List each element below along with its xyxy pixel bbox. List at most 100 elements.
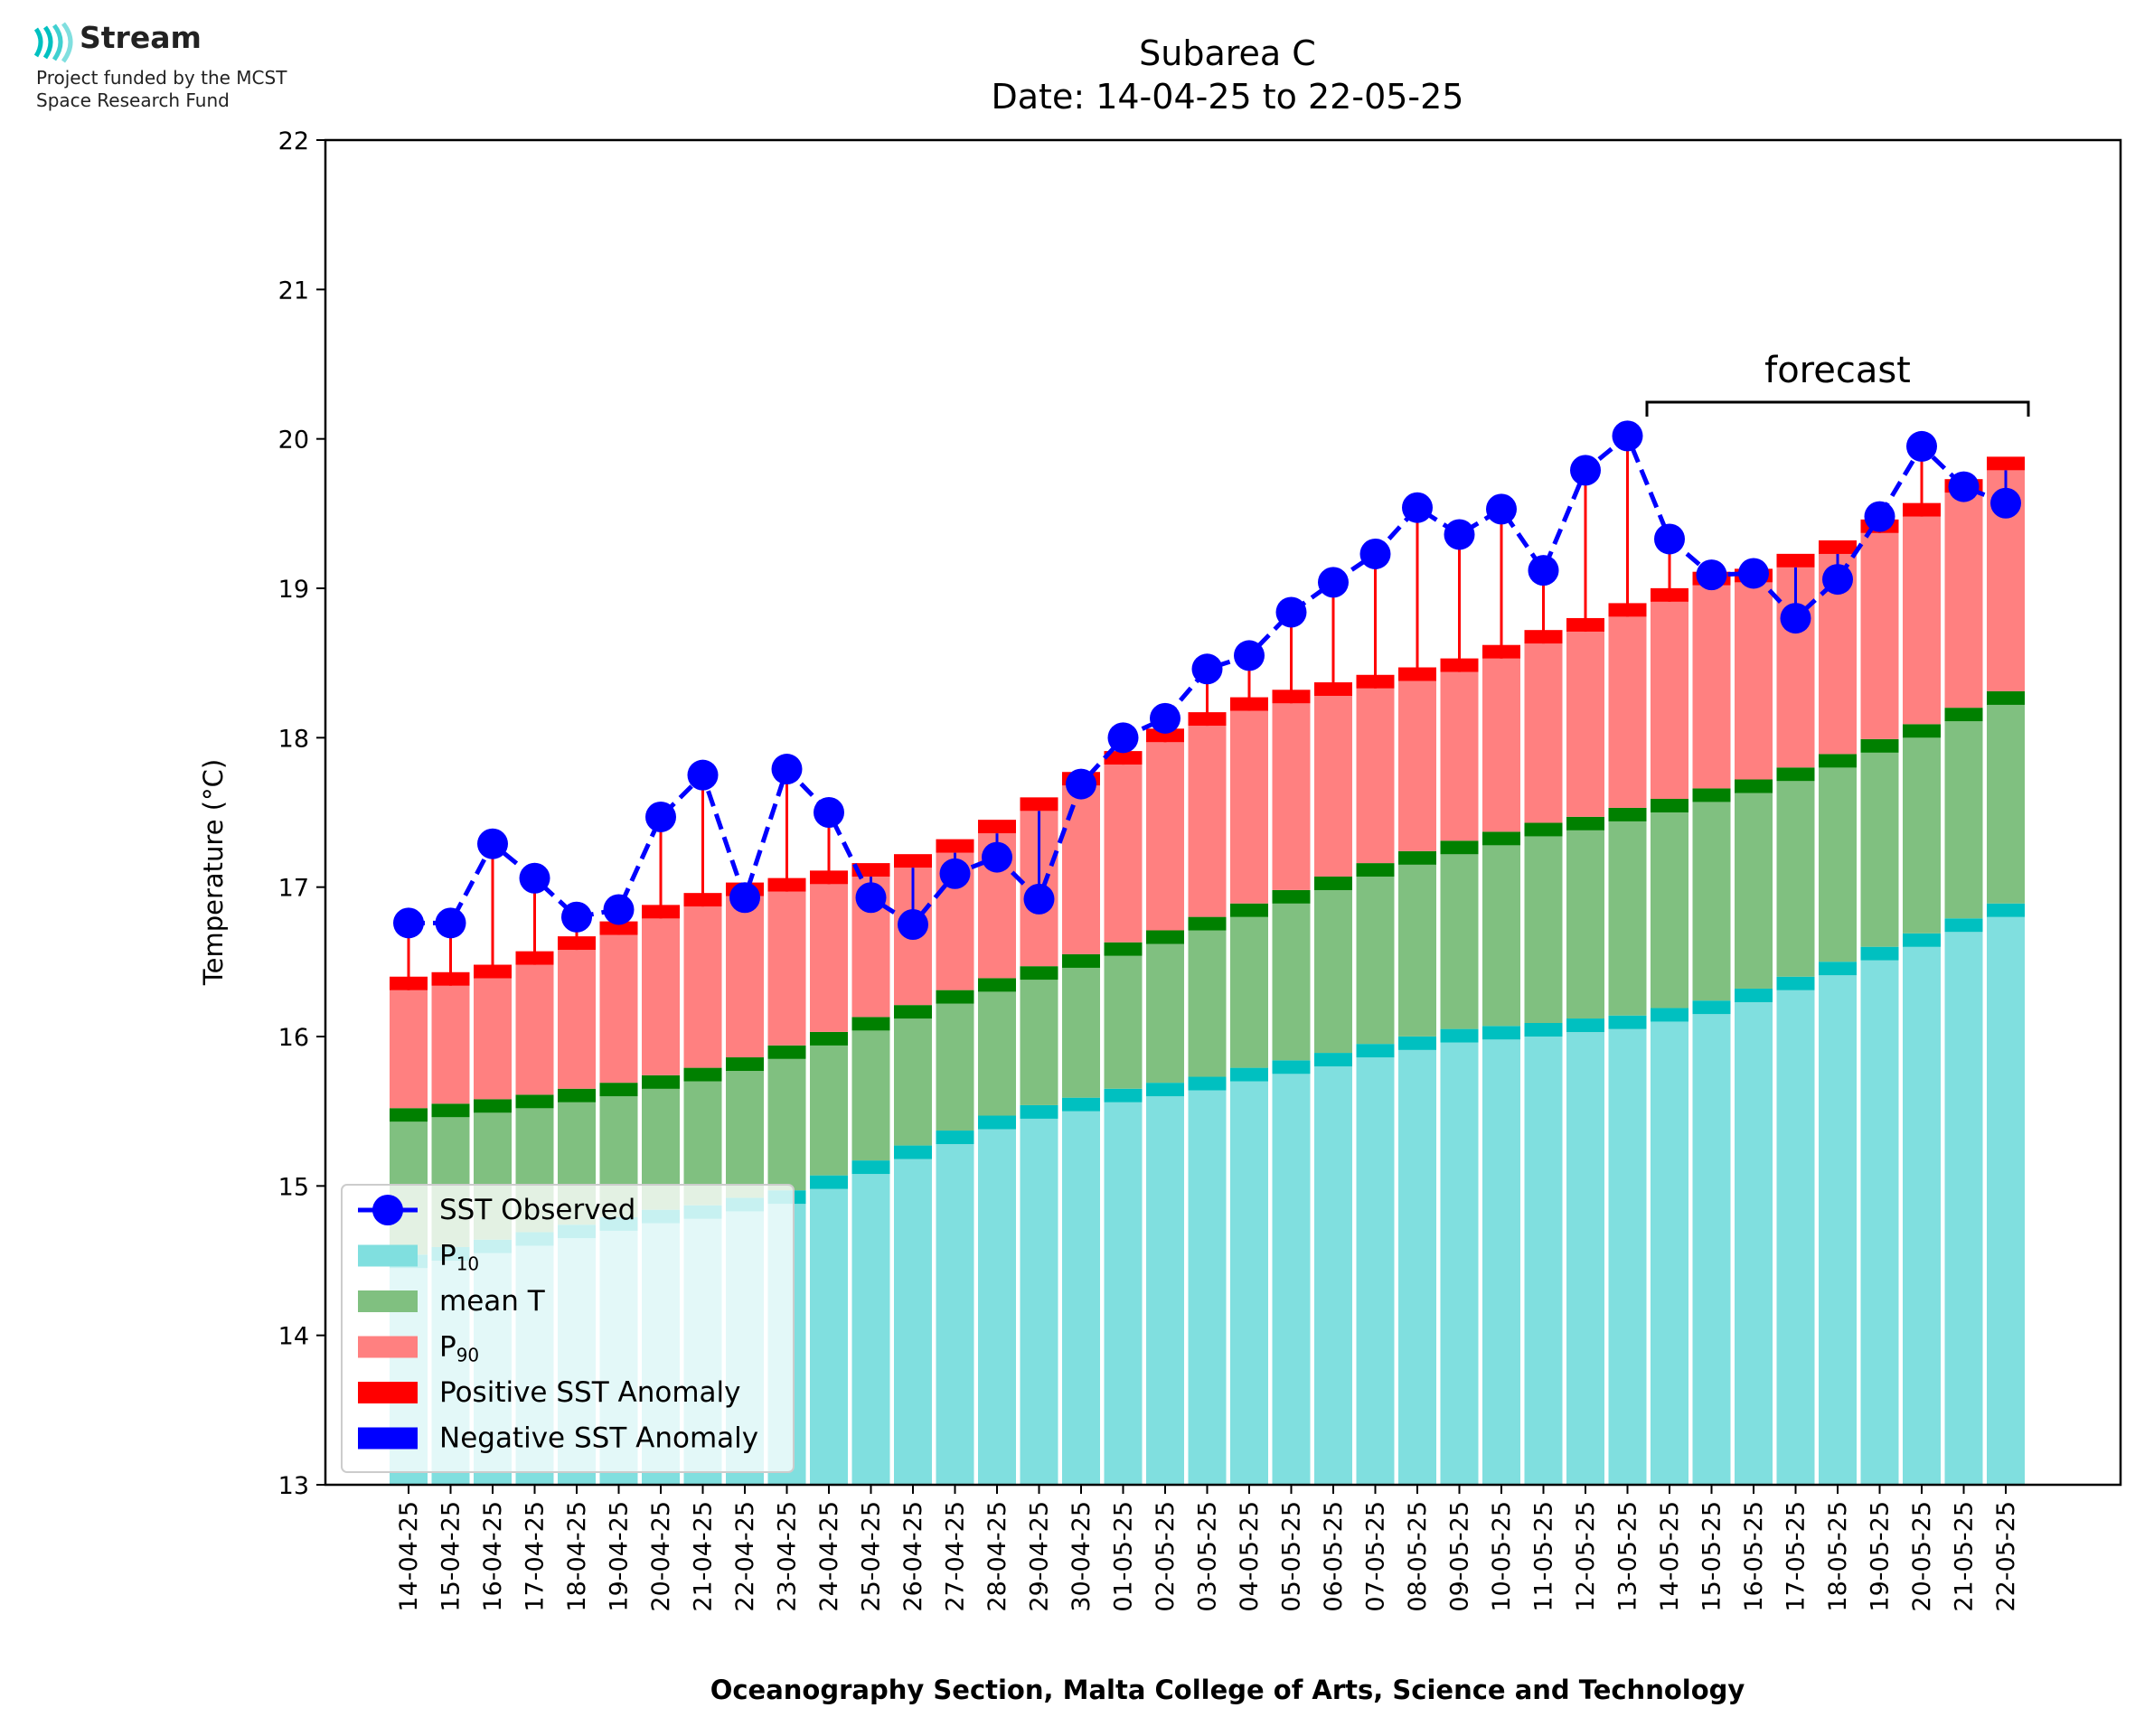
logo-name: Stream (80, 20, 202, 55)
bar-p10-cap (1860, 946, 1899, 961)
x-tick-label: 20-05-25 (1908, 1501, 1936, 1612)
bar-mean (1735, 793, 1773, 989)
bar-mean-cap (1608, 807, 1647, 821)
bar-p10 (1146, 1096, 1184, 1485)
x-tick-label: 27-04-25 (942, 1501, 970, 1612)
bar-p10 (1230, 1081, 1268, 1485)
y-tick-label: 14 (278, 1323, 309, 1351)
bar-mean-cap (1062, 953, 1100, 968)
bar-mean-cap (1735, 779, 1773, 793)
legend-label: mean T (439, 1285, 546, 1318)
x-tick-label: 08-05-25 (1404, 1501, 1432, 1612)
x-tick-label: 04-05-25 (1236, 1501, 1264, 1612)
bar-mean-cap (1944, 708, 1983, 722)
bar-p10 (894, 1159, 932, 1485)
bar-mean (1356, 877, 1395, 1045)
bar-mean-cap (683, 1067, 722, 1082)
bar-mean-cap (1398, 850, 1436, 865)
sst-point (1906, 430, 1937, 462)
y-tick-label: 21 (278, 277, 309, 305)
bar-p90 (1398, 680, 1436, 851)
bar-p90 (642, 918, 680, 1075)
x-tick-label: 01-05-25 (1110, 1501, 1138, 1612)
y-tick-label: 19 (278, 576, 309, 604)
x-tick-label: 11-05-25 (1530, 1501, 1558, 1612)
legend-label: P10 (439, 1240, 479, 1275)
legend-label: Positive SST Anomaly (439, 1376, 740, 1409)
bar-p90 (431, 985, 470, 1104)
bar-mean-cap (978, 978, 1016, 992)
bar-p90 (1903, 516, 1941, 725)
bar-p10 (936, 1144, 974, 1485)
bar-mean (1146, 943, 1184, 1084)
bar-p10-cap (1020, 1104, 1058, 1119)
legend-label-subscript: 90 (456, 1345, 479, 1366)
bar-mean (1944, 721, 1983, 919)
bar-p10-cap (810, 1175, 848, 1189)
bar-mean-cap (936, 990, 974, 1004)
bar-mean (767, 1058, 806, 1191)
bar-p90-cap (1819, 540, 1857, 554)
bar-p10 (1692, 1014, 1731, 1485)
bar-p90 (683, 906, 722, 1068)
bar-p10 (978, 1129, 1016, 1485)
sst-point (1990, 487, 2021, 519)
sst-point (519, 862, 550, 894)
bar-mean-cap (599, 1083, 638, 1097)
bar-mean-cap (1987, 690, 2025, 705)
bar-mean (1230, 916, 1268, 1068)
bar-mean-cap (1314, 876, 1352, 890)
x-tick-label: 28-04-25 (983, 1501, 1011, 1612)
bar-p90 (767, 891, 806, 1046)
x-tick-label: 24-04-25 (815, 1501, 843, 1612)
x-tick-label: 12-05-25 (1572, 1501, 1600, 1612)
legend-swatch-marker (372, 1195, 403, 1225)
bar-p10-cap (1524, 1023, 1563, 1037)
x-tick-label: 07-05-25 (1362, 1501, 1390, 1612)
x-tick-label: 17-04-25 (522, 1501, 550, 1612)
sst-point (1191, 653, 1223, 685)
bar-mean-cap (1524, 822, 1563, 837)
bar-mean-cap (1440, 840, 1479, 855)
bar-p90 (1860, 532, 1899, 739)
bar-mean-cap (1482, 831, 1520, 846)
sst-point (645, 801, 676, 832)
y-tick-label: 17 (278, 875, 309, 903)
sst-point (1738, 558, 1769, 589)
bar-mean-cap (1692, 788, 1731, 802)
sst-point (435, 907, 466, 939)
bar-p10-cap (1566, 1018, 1604, 1033)
forecast-bracket: forecast (1645, 350, 2030, 417)
x-axis-label: Oceanography Section, Malta College of A… (710, 1675, 1745, 1705)
bar-mean (1020, 980, 1058, 1105)
logo-funding-line-1: Project funded by the MCST (36, 67, 287, 89)
x-tick-label: 19-05-25 (1867, 1501, 1895, 1612)
x-tick-label: 21-05-25 (1951, 1501, 1979, 1612)
bar-p10-cap (1903, 933, 1941, 947)
bar-p10-cap (1230, 1067, 1268, 1082)
x-tick-label: 09-05-25 (1446, 1501, 1474, 1612)
sst-point (1570, 455, 1601, 486)
bar-p90 (1608, 616, 1647, 808)
bar-p90-cap (1987, 456, 2025, 471)
bar-p90 (474, 978, 512, 1100)
bar-mean-cap (1272, 889, 1311, 904)
x-tick-label: 16-05-25 (1740, 1501, 1768, 1612)
bar-p10 (1524, 1037, 1563, 1485)
x-tick-label: 29-04-25 (1026, 1501, 1054, 1612)
bar-p10-cap (978, 1115, 1016, 1130)
x-tick-label: 21-04-25 (690, 1501, 718, 1612)
bar-p10 (1987, 916, 2025, 1485)
bar-p10-cap (936, 1131, 974, 1145)
x-tick-label: 06-05-25 (1320, 1501, 1348, 1612)
bar-mean (810, 1045, 848, 1176)
bar-p10 (1482, 1039, 1520, 1485)
sst-point (1696, 559, 1727, 591)
legend-box (341, 1184, 795, 1473)
bar-mean (1860, 752, 1899, 947)
bar-mean-cap (390, 1108, 428, 1122)
forecast-label: forecast (1764, 350, 1911, 391)
bar-mean-cap (1903, 724, 1941, 738)
bar-p10-cap (1819, 962, 1857, 976)
